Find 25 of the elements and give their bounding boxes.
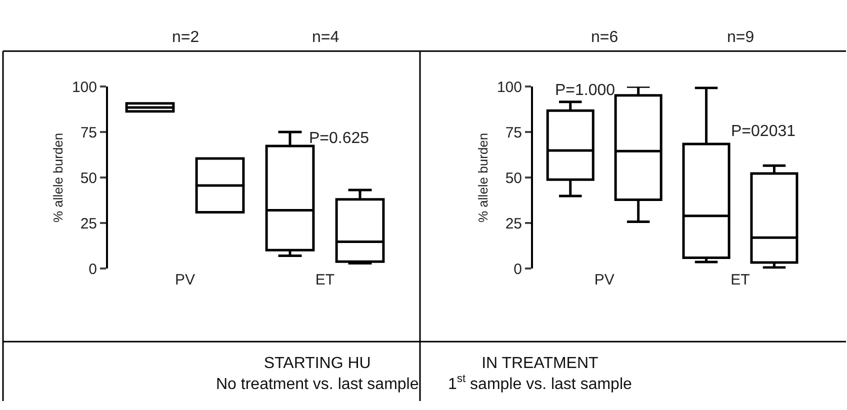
annotation: P=0.625 [309,130,370,147]
text: n=9 [727,29,754,46]
x-tick-label: ET [315,272,335,289]
annotation: P=02031 [731,123,796,140]
y-tick-label: 75 [505,124,522,142]
x-tick-label: PV [174,272,196,289]
y-tick-label: 100 [72,78,97,96]
y-tick-label: 50 [80,170,97,187]
text: n=6 [591,29,618,46]
y-tick-label: 50 [505,170,522,187]
y-axis-title: % allele burden [475,132,490,222]
y-tick-label: 100 [496,78,522,96]
annotation: P=1.000 [555,82,616,99]
y-axis-title: % allele burden [50,132,66,222]
text: n=4 [312,29,340,46]
text: IN TREATMENT 1$^{st}$ sample vs. last sample [448,355,632,393]
text: n=2 [172,29,200,46]
x-tick-label: PV [594,272,614,289]
y-tick-label: 25 [505,215,522,232]
y-tick-label: 0 [514,260,522,278]
y-tick-label: 25 [80,215,97,232]
x-tick-label: ET [730,272,750,289]
y-tick-label: 75 [80,124,97,142]
y-tick-label: 0 [88,260,97,278]
x-axis-title: STARTING HU No treatment vs. last sample [216,355,419,393]
